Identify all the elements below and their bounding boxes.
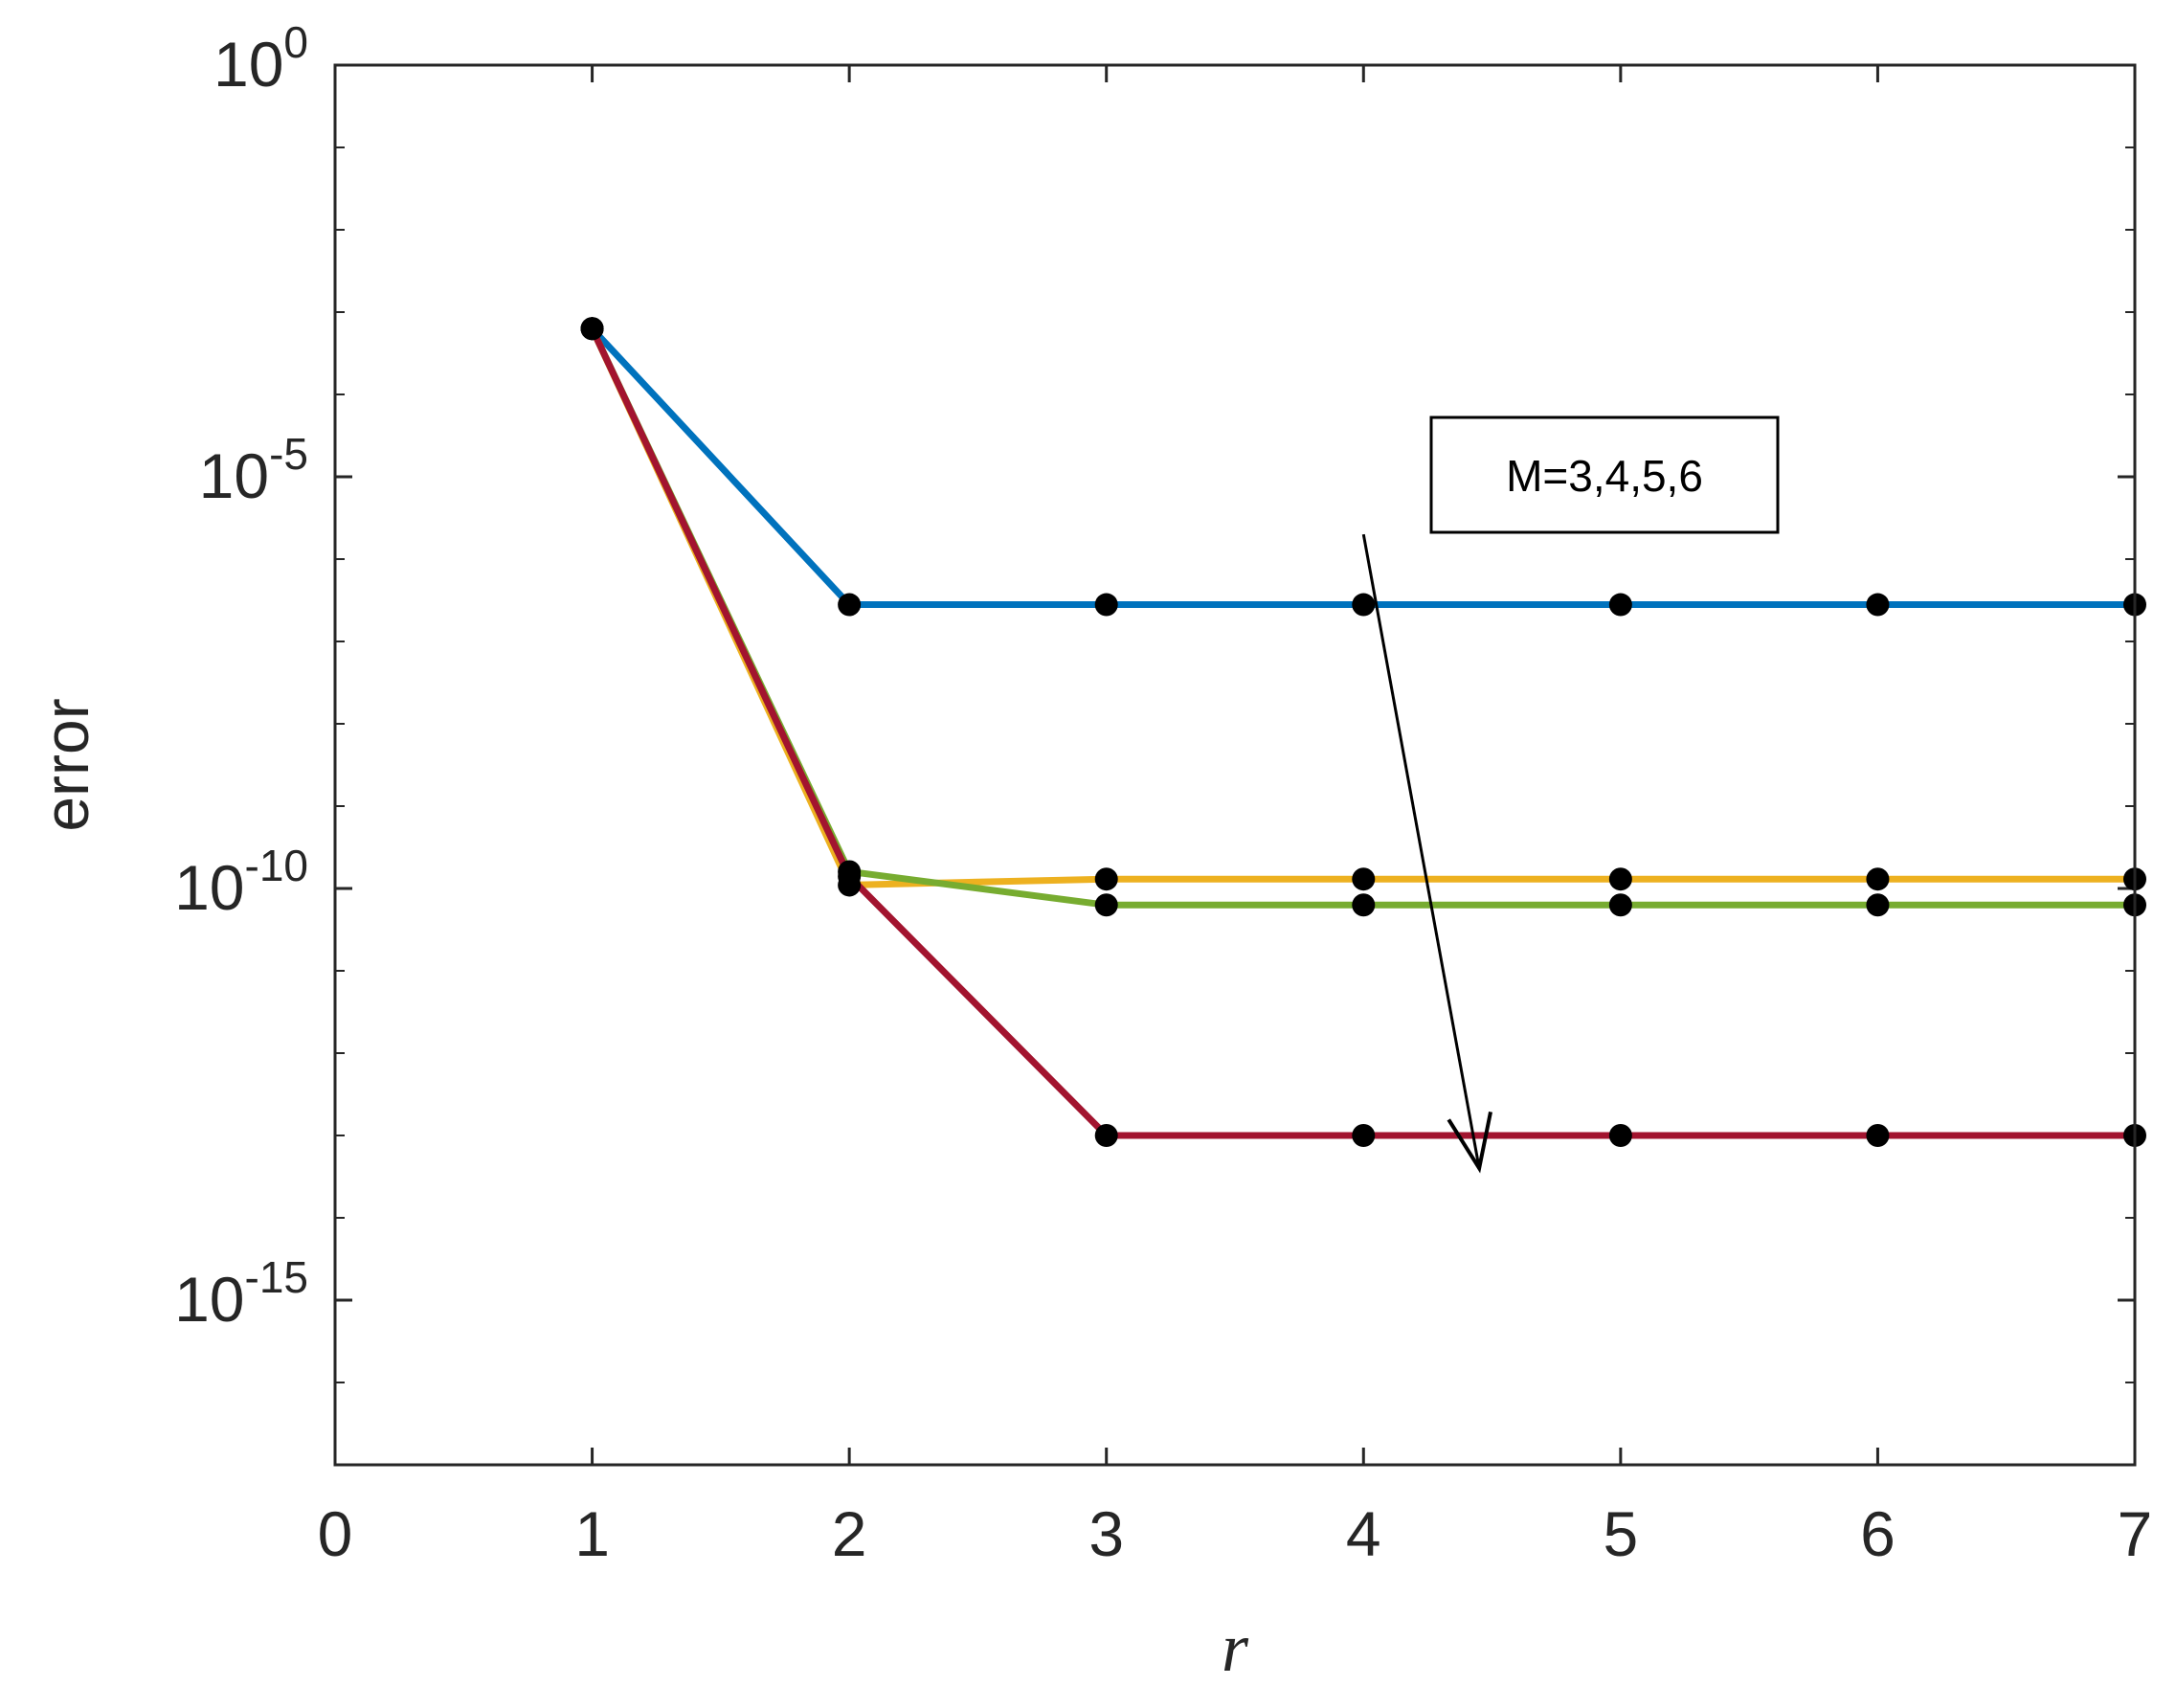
- data-point-s1-r4: [1352, 593, 1376, 617]
- x-tick-label: 4: [1346, 1498, 1381, 1569]
- data-point-s1-r2: [838, 593, 862, 617]
- data-point-s2-r5: [1608, 867, 1632, 891]
- data-point-s3-r4: [1352, 893, 1376, 917]
- annotation-arrow-head: [1447, 1112, 1492, 1174]
- y-tick-label-base: 10: [174, 1264, 244, 1335]
- data-point-s4-r3: [1094, 1124, 1118, 1147]
- data-point-s3-r3: [1094, 893, 1118, 917]
- data-point-s1-r5: [1608, 593, 1632, 617]
- annotation-text: M=3,4,5,6: [1506, 451, 1703, 501]
- x-tick-label: 1: [574, 1498, 610, 1569]
- y-tick-label-exponent: -10: [245, 841, 308, 890]
- data-point-s1-r6: [1866, 593, 1890, 617]
- x-tick-label: 6: [1860, 1498, 1896, 1569]
- x-axis-label: r: [1222, 1609, 1249, 1686]
- data-point-s4-r1: [580, 317, 604, 341]
- data-point-s3-r6: [1866, 893, 1890, 917]
- x-tick-label: 0: [318, 1498, 353, 1569]
- data-point-s4-r2: [838, 865, 862, 888]
- x-tick-label: 2: [832, 1498, 867, 1569]
- y-tick-label: 10-15: [174, 1252, 308, 1335]
- data-point-s1-r3: [1094, 593, 1118, 617]
- plot-area-frame: [333, 63, 2137, 1467]
- y-tick-label-exponent: 0: [283, 17, 308, 67]
- data-point-s2-r6: [1866, 867, 1890, 891]
- y-tick-label: 100: [213, 17, 308, 100]
- data-point-s4-r4: [1352, 1124, 1376, 1147]
- y-axis-label: error: [31, 698, 101, 831]
- y-tick-label: 10-5: [199, 429, 308, 511]
- data-point-s2-r4: [1352, 867, 1376, 891]
- y-tick-label-base: 10: [174, 852, 244, 923]
- y-tick-label-base: 10: [213, 29, 283, 100]
- y-tick-label-exponent: -15: [245, 1252, 308, 1302]
- y-tick-label-base: 10: [199, 440, 269, 511]
- data-point-s4-r5: [1608, 1124, 1632, 1147]
- data-point-s2-r3: [1094, 867, 1118, 891]
- data-point-s3-r5: [1608, 893, 1632, 917]
- x-tick-label: 7: [2118, 1498, 2153, 1569]
- y-tick-label: 10-10: [174, 841, 308, 923]
- annotation-box: [1429, 416, 1780, 534]
- data-point-s4-r6: [1866, 1124, 1890, 1147]
- y-tick-label-exponent: -5: [269, 429, 308, 479]
- annotation-arrow-shaft: [1361, 533, 1481, 1169]
- x-tick-labels: 0 1 2 3 4 5 6 7: [318, 1498, 2153, 1569]
- x-tick-label: 5: [1603, 1498, 1638, 1569]
- x-tick-label: 3: [1088, 1498, 1124, 1569]
- annotation: M=3,4,5,6: [1361, 416, 1780, 1174]
